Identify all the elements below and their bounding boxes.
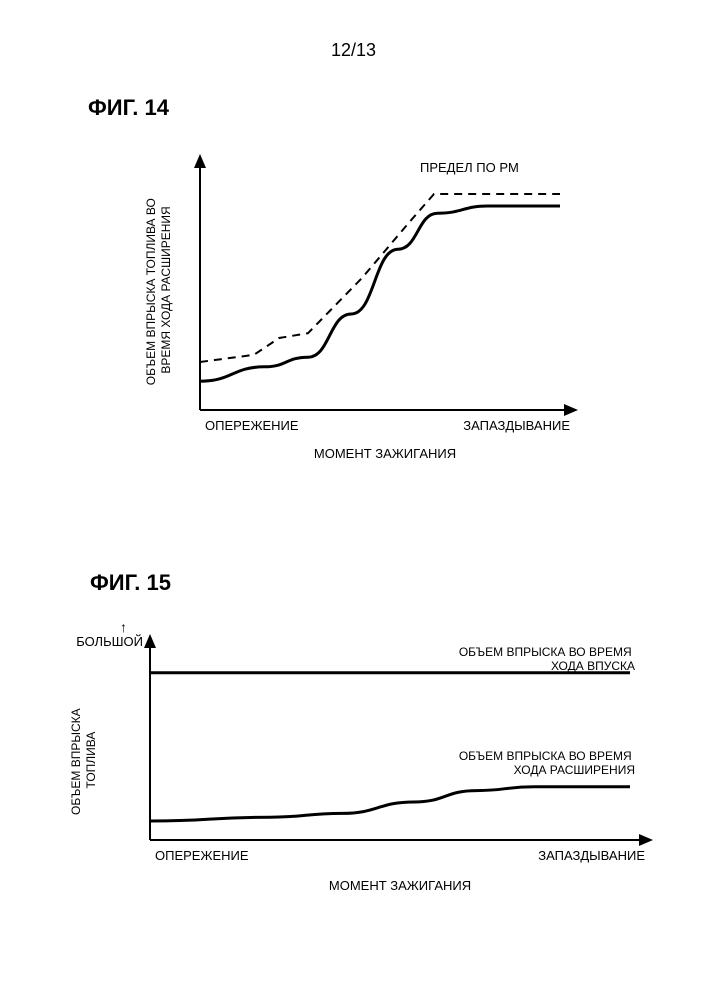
svg-text:ЗАПАЗДЫВАНИЕ: ЗАПАЗДЫВАНИЕ [538,848,645,863]
svg-text:ОПЕРЕЖЕНИЕ: ОПЕРЕЖЕНИЕ [155,848,249,863]
svg-text:МОМЕНТ ЗАЖИГАНИЯ: МОМЕНТ ЗАЖИГАНИЯ [329,878,471,893]
svg-text:ПРЕДЕЛ ПО PM: ПРЕДЕЛ ПО PM [420,160,519,175]
figure-15-chart: ↑ БОЛЬШОЙ ОБЪЕМ ВПРЫСКА ТОПЛИВА ОПЕРЕЖЕН… [55,610,675,910]
svg-text:ОБЪЕМ ВПРЫСКА ВО ВРЕМЯ Х: ОБЪЕМ ВПРЫСКА ВО ВРЕМЯ ХОДА РАСШИРЕНИЯ [459,749,635,777]
svg-text:ОПЕРЕЖЕНИЕ: ОПЕРЕЖЕНИЕ [205,418,299,433]
page-number: 12/13 [0,40,707,61]
figure-15-title: ФИГ. 15 [90,570,171,596]
svg-text:ОБЪЕМ ВПРЫСКА ВО ВРЕМЯ Х: ОБЪЕМ ВПРЫСКА ВО ВРЕМЯ ХОДА ВПУСКА [459,645,635,673]
figure-14-chart: ОБЪЕМ ВПРЫСКА ТОПЛИВА ВО ВРЕМЯ ХОДА РАСШ… [120,140,600,470]
svg-text:МОМЕНТ ЗАЖИГАНИЯ: МОМЕНТ ЗАЖИГАНИЯ [314,446,456,461]
page: 12/13 ФИГ. 14 ОБЪЕМ ВПРЫСКА ТОПЛИВА ВО В… [0,0,707,1000]
svg-text:БОЛЬШОЙ: БОЛЬШОЙ [76,634,143,649]
figure-14-title: ФИГ. 14 [88,95,169,121]
svg-text:ОБЪЕМ ВПРЫСКА ТОПЛИВА: ОБЪЕМ ВПРЫСКА ТОПЛИВА [69,705,98,815]
svg-text:ЗАПАЗДЫВАНИЕ: ЗАПАЗДЫВАНИЕ [463,418,570,433]
svg-text:ОБЪЕМ ВПРЫСКА ТОПЛИВА ВО: ОБЪЕМ ВПРЫСКА ТОПЛИВА ВО ВРЕМЯ ХОДА РАСШ… [144,195,173,385]
svg-text:↑: ↑ [120,619,127,635]
